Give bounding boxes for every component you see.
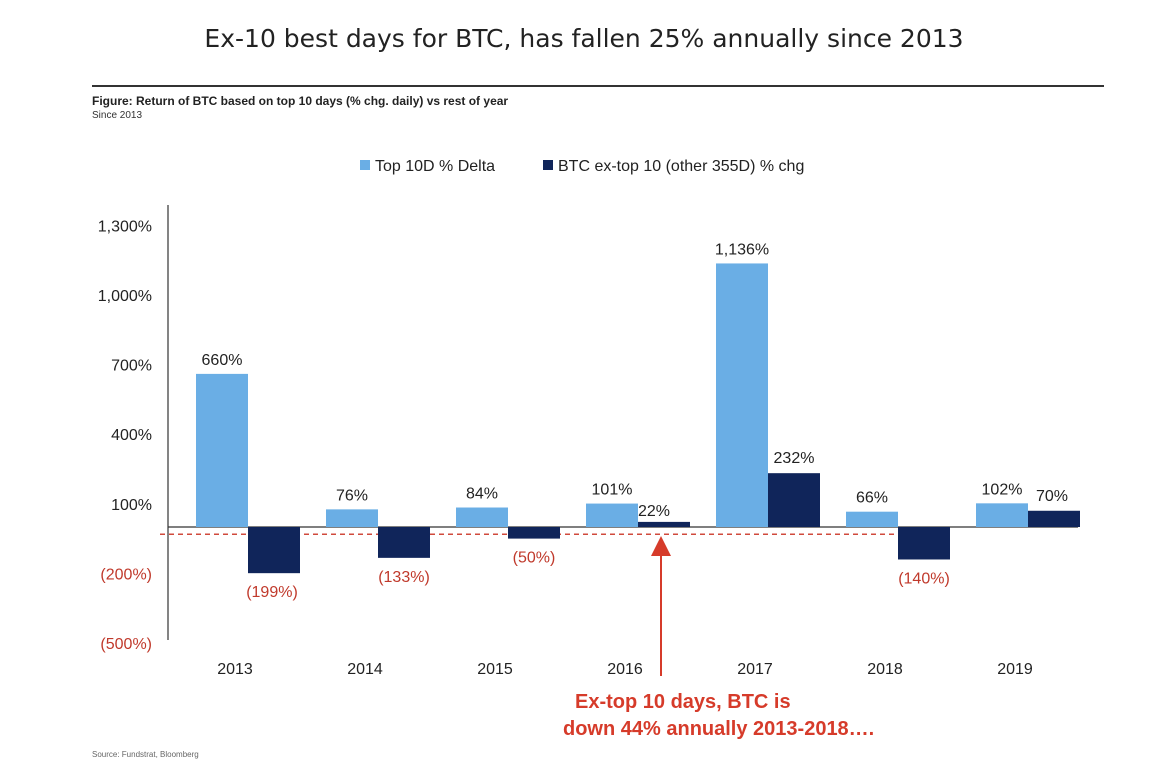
bar-top10-2019 (976, 503, 1028, 527)
bar-ex-top10-2019 (1028, 510, 1080, 527)
data-label-top10-2015: 84% (466, 486, 498, 503)
data-label-ex-top10-2019: 70% (1036, 488, 1068, 505)
y-tick-label: 100% (111, 497, 152, 514)
headline: Ex-10 best days for BTC, has fallen 25% … (204, 24, 964, 53)
x-tick-label-2016: 2016 (607, 661, 643, 678)
x-tick-label-2018: 2018 (867, 661, 903, 678)
x-tick-label-2014: 2014 (347, 661, 383, 678)
legend-label-top10: Top 10D % Delta (375, 158, 495, 175)
bar-top10-2014 (326, 509, 378, 527)
bar-ex-top10-2015 (508, 527, 560, 539)
bar-ex-top10-2016 (638, 521, 690, 527)
data-label-ex-top10-2014: (133%) (378, 569, 430, 586)
x-tick-label-2017: 2017 (737, 661, 773, 678)
y-tick-label: 1,300% (98, 218, 152, 235)
bar-top10-2018 (846, 511, 898, 527)
header-divider (92, 85, 1104, 87)
bar-ex-top10-2014 (378, 527, 430, 558)
bar-ex-top10-2013 (248, 527, 300, 574)
x-tick-label-2015: 2015 (477, 661, 513, 678)
x-tick-label-2013: 2013 (217, 661, 253, 678)
y-tick-label: (200%) (100, 566, 152, 583)
data-label-top10-2018: 66% (856, 490, 888, 507)
data-label-top10-2019: 102% (982, 481, 1023, 498)
y-tick-label: (500%) (100, 636, 152, 653)
data-label-ex-top10-2018: (140%) (898, 570, 950, 587)
bar-top10-2017 (716, 263, 768, 527)
legend-swatch-top10 (360, 160, 370, 170)
bar-top10-2013 (196, 373, 248, 527)
data-label-top10-2014: 76% (336, 487, 368, 504)
annotation-text-line-1: Ex-top 10 days, BTC is (575, 691, 791, 713)
legend-label-ex-top10: BTC ex-top 10 (other 355D) % chg (558, 158, 804, 175)
bar-top10-2016 (586, 503, 638, 527)
data-label-top10-2017: 1,136% (715, 241, 769, 258)
data-label-ex-top10-2016: 22% (638, 503, 670, 520)
data-label-ex-top10-2015: (50%) (513, 550, 556, 567)
y-tick-label: 400% (111, 427, 152, 444)
data-label-ex-top10-2017: 232% (774, 450, 815, 467)
y-tick-label: 700% (111, 358, 152, 375)
data-label-top10-2016: 101% (592, 482, 633, 499)
figure-title: Figure: Return of BTC based on top 10 da… (92, 94, 509, 108)
source-note: Source: Fundstrat, Bloomberg (92, 750, 199, 759)
bar-ex-top10-2017 (768, 473, 820, 527)
bar-ex-top10-2018 (898, 527, 950, 560)
figure-subtitle: Since 2013 (92, 110, 143, 121)
annotation-text-line-2: down 44% annually 2013-2018…. (563, 718, 874, 740)
y-tick-label: 1,000% (98, 288, 152, 305)
x-tick-label-2019: 2019 (997, 661, 1033, 678)
data-label-top10-2013: 660% (202, 352, 243, 369)
legend-swatch-ex-top10 (543, 160, 553, 170)
bar-top10-2015 (456, 507, 508, 527)
data-label-ex-top10-2013: (199%) (246, 584, 298, 601)
